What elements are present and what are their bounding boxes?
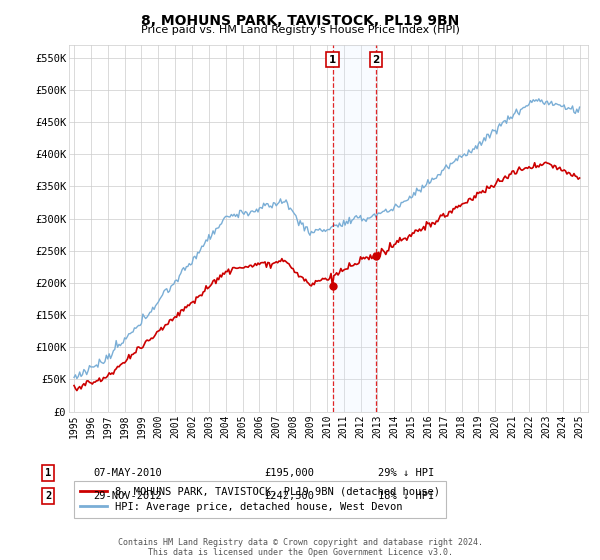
Text: 1: 1	[45, 468, 51, 478]
Text: 1: 1	[329, 55, 337, 64]
Text: Contains HM Land Registry data © Crown copyright and database right 2024.
This d: Contains HM Land Registry data © Crown c…	[118, 538, 482, 557]
Text: 2: 2	[372, 55, 379, 64]
Text: 18% ↓ HPI: 18% ↓ HPI	[378, 491, 434, 501]
Text: Price paid vs. HM Land Registry's House Price Index (HPI): Price paid vs. HM Land Registry's House …	[140, 25, 460, 35]
Text: 2: 2	[45, 491, 51, 501]
Text: 29-NOV-2012: 29-NOV-2012	[93, 491, 162, 501]
Text: 29% ↓ HPI: 29% ↓ HPI	[378, 468, 434, 478]
Text: 07-MAY-2010: 07-MAY-2010	[93, 468, 162, 478]
Text: £242,500: £242,500	[264, 491, 314, 501]
Text: 8, MOHUNS PARK, TAVISTOCK, PL19 9BN: 8, MOHUNS PARK, TAVISTOCK, PL19 9BN	[141, 14, 459, 28]
Bar	[333, 45, 376, 412]
Legend: 8, MOHUNS PARK, TAVISTOCK, PL19 9BN (detached house), HPI: Average price, detach: 8, MOHUNS PARK, TAVISTOCK, PL19 9BN (det…	[74, 480, 446, 518]
Text: £195,000: £195,000	[264, 468, 314, 478]
